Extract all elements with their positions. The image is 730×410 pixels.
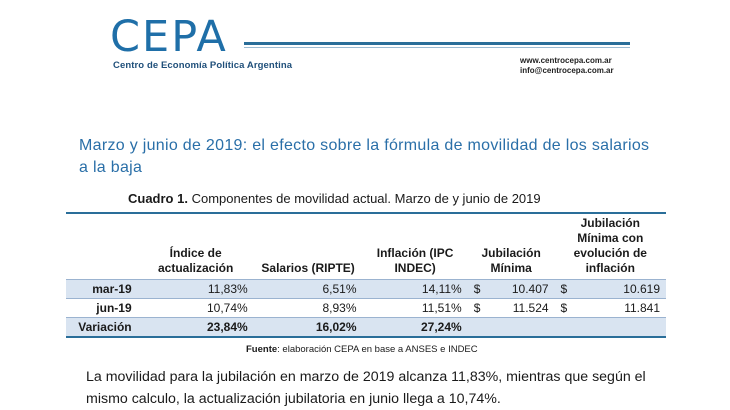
table-header: Inflación (IPC INDEC) [376,246,454,275]
email-link[interactable]: info@centrocepa.com.ar [520,66,614,75]
row-label: Variación [66,317,138,337]
table-cell: 6,51% [253,279,363,299]
source-label: Fuente [246,344,278,355]
table-cell: 27,24% [362,317,468,337]
table-header: Salarios (RIPTE) [261,261,355,275]
table-cell: 8,93% [322,301,357,315]
currency-symbol: $ [473,301,481,315]
table-cell-empty [554,317,666,337]
contact-info: www.centrocepa.com.ar info@centrocepa.co… [520,56,614,76]
table-caption: Cuadro 1. Componentes de movilidad actua… [128,191,541,206]
table-cell: 11,83% [137,279,254,299]
currency-symbol: $ [560,282,568,296]
header-divider [244,42,630,45]
table-source: Fuente: elaboración CEPA en base a ANSES… [246,344,478,355]
movilidad-table: Índice de actualización Salarios (RIPTE)… [66,212,666,338]
table-cell: 10,74% [207,301,248,315]
table-cell: 11,51% [421,301,462,315]
table-caption-label: Cuadro 1. [128,191,188,206]
table-header: Jubilación Mínima [481,246,541,275]
logo-tagline: Centro de Economía Política Argentina [113,60,293,71]
table-row: mar-19 11,83% 6,51% 14,11% 10.407 $ 10.61… [66,279,666,299]
table-row: jun-19 10,74% 8,93% 11,51% 11.524 $ 11.84… [66,298,666,318]
logo: CEPA [110,14,228,60]
source-text: : elaboración CEPA en base a ANSES e IND… [277,344,478,355]
table-cell: 11.841 $ [555,299,666,318]
logo-wordmark: CEPA [110,12,228,62]
cell-value: 11.524 [512,301,549,315]
table-cell: 23,84% [137,317,254,337]
table-header-row: Índice de actualización Salarios (RIPTE)… [66,213,666,280]
body-paragraph: La movilidad para la jubilación en marzo… [86,369,646,407]
header-divider-thin [244,47,630,48]
row-label: mar-19 [66,279,138,299]
cell-value: 11.841 [624,301,660,315]
row-label: jun-19 [96,301,132,315]
table-cell-empty [467,317,555,337]
table-cell: 10.407 $ [467,279,555,299]
website-link[interactable]: www.centrocepa.com.ar [520,56,612,65]
currency-symbol: $ [560,301,568,315]
table-row-total: Variación 23,84% 16,02% 27,24% [66,317,666,337]
section-title: Marzo y junio de 2019: el efecto sobre l… [79,137,650,176]
cell-value: 10.619 [623,282,660,296]
table-cell: 14,11% [362,279,468,299]
table-header: Jubilación Mínima con evolución de infla… [573,216,647,275]
table-cell: 16,02% [253,317,363,337]
cell-value: 10.407 [511,282,549,296]
table-header: Índice de actualización [157,246,234,275]
table-header-empty [66,213,138,280]
table-caption-text: Componentes de movilidad actual. Marzo d… [187,191,541,206]
currency-symbol: $ [473,282,481,296]
table-cell: 10.619 $ [554,279,666,299]
table-cell: 11.524 $ [468,299,555,318]
